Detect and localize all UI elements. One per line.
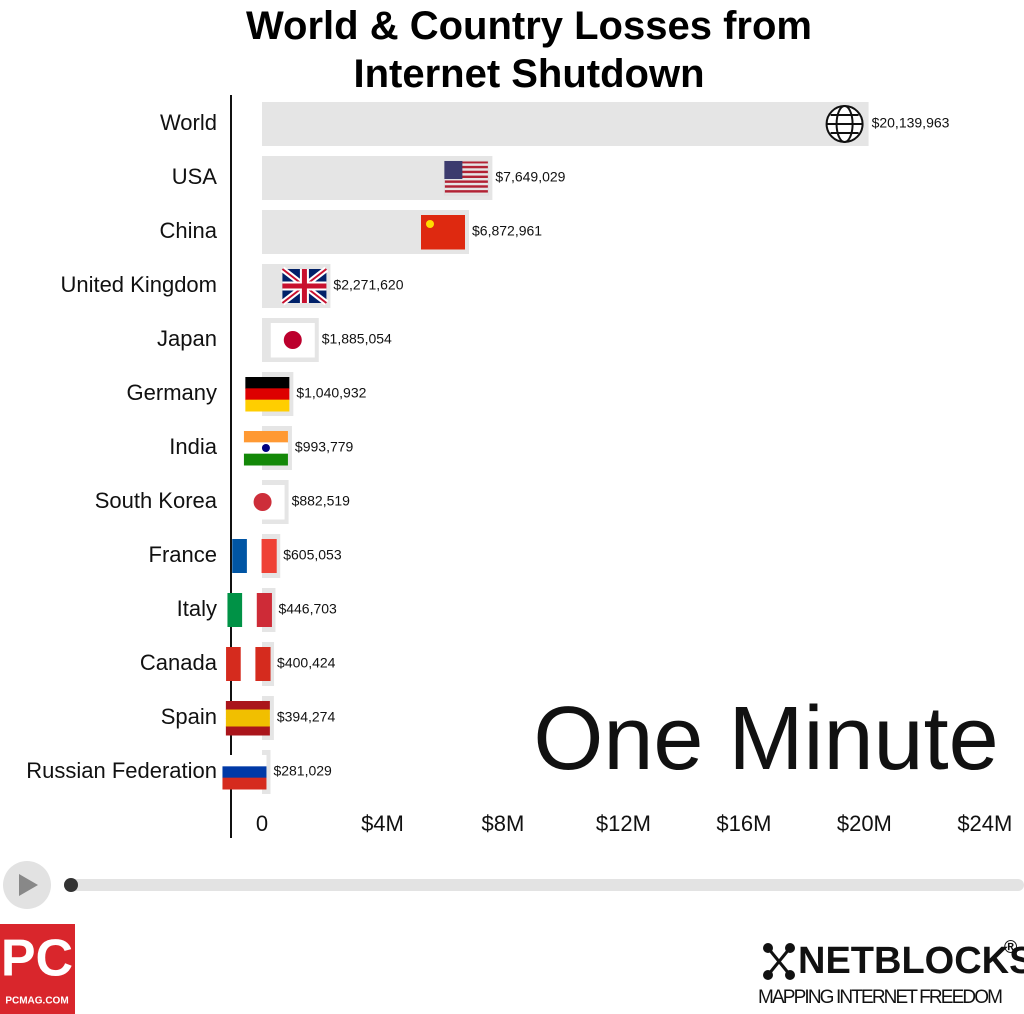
emblem	[283, 331, 302, 349]
flag-icon	[270, 323, 315, 358]
flag-icon	[421, 215, 466, 250]
netblocks-icon	[763, 943, 795, 980]
stripe	[227, 593, 243, 627]
stripe	[225, 726, 270, 736]
stripe	[245, 377, 290, 389]
value-label: $446,703	[278, 601, 337, 617]
y-tick-label: Germany	[127, 380, 217, 405]
value-label: $2,271,620	[333, 277, 403, 293]
stripe	[444, 165, 489, 169]
canton	[444, 161, 463, 179]
chart-title: World & Country Losses from Internet Shu…	[246, 4, 812, 96]
pc-logo	[0, 924, 75, 1014]
emblem	[253, 493, 272, 511]
netblocks-tagline: MAPPING INTERNET FREEDOM	[758, 987, 1003, 1008]
stripe	[243, 431, 288, 443]
x-tick-label: $16M	[716, 811, 771, 836]
value-label: $1,040,932	[296, 385, 366, 401]
flag-icon	[825, 105, 864, 143]
flag-icon	[243, 431, 288, 466]
stripe	[261, 539, 277, 573]
value-label: $20,139,963	[872, 115, 950, 131]
stripe	[226, 647, 242, 681]
flag-icon	[226, 647, 271, 681]
y-tick-label: United Kingdom	[60, 272, 217, 297]
y-tick-label: South Korea	[95, 488, 218, 513]
flag-icon	[227, 593, 272, 627]
value-label: $281,029	[273, 763, 332, 779]
stripe	[232, 539, 248, 573]
flag-icon	[222, 755, 267, 790]
y-tick-label: Russian Federation	[26, 758, 217, 783]
pc-logo-text: PC	[1, 930, 73, 988]
y-tick-label: France	[149, 542, 217, 567]
stripe	[245, 399, 290, 412]
stripe	[246, 539, 263, 573]
value-label: $1,885,054	[322, 331, 392, 347]
flag-icon	[245, 377, 290, 412]
pcmag-text: PCMAG.COM	[5, 996, 68, 1007]
value-label: $394,274	[277, 709, 336, 725]
value-label: $993,779	[295, 439, 354, 455]
stripe	[245, 388, 290, 401]
stripe	[222, 766, 267, 779]
flag-icon	[225, 701, 270, 736]
stripe	[444, 175, 489, 178]
registered-mark: ®	[1004, 937, 1017, 957]
value-label: $400,424	[277, 655, 336, 671]
x-tick-label: $8M	[482, 811, 525, 836]
stripe	[256, 593, 272, 627]
y-tick-label: Japan	[157, 326, 217, 351]
y-tick-label: China	[160, 218, 218, 243]
value-label: $7,649,029	[495, 169, 565, 185]
value-label: $605,053	[283, 547, 342, 563]
stripe	[242, 593, 258, 627]
x-tick-label: $4M	[361, 811, 404, 836]
y-tick-label: Spain	[161, 704, 217, 729]
stripe	[421, 215, 466, 250]
timeline-knob[interactable]	[64, 878, 78, 892]
stripe	[225, 701, 270, 710]
stripe	[240, 647, 256, 681]
stripe	[222, 755, 267, 767]
y-tick-label: USA	[172, 164, 218, 189]
stripe	[222, 777, 267, 790]
x-tick-label: $12M	[596, 811, 651, 836]
y-tick-label: World	[160, 110, 217, 135]
stripe	[225, 718, 270, 727]
x-tick-label: $20M	[837, 811, 892, 836]
stripe	[255, 647, 271, 681]
netblocks-logo: NETBLOCKS	[798, 940, 1024, 982]
y-tick-label: Italy	[177, 596, 217, 621]
annotation: One Minute	[533, 689, 998, 789]
stripe	[444, 180, 489, 183]
flag-icon	[280, 266, 329, 306]
x-tick-label: $24M	[957, 811, 1012, 836]
value-label: $6,872,961	[472, 223, 542, 239]
stripe	[444, 190, 489, 193]
flag-icon	[240, 485, 285, 520]
bar	[262, 102, 869, 146]
flag-icon	[443, 160, 489, 196]
stripe	[444, 161, 489, 164]
emblem	[261, 444, 270, 452]
x-tick-label: 0	[256, 811, 268, 836]
value-label: $882,519	[292, 493, 351, 509]
stripe	[444, 170, 489, 174]
y-tick-label: India	[169, 434, 217, 459]
emblem	[426, 220, 435, 228]
stripe	[243, 453, 288, 466]
stripe	[444, 185, 489, 188]
y-tick-label: Canada	[140, 650, 218, 675]
stripe	[225, 709, 270, 719]
play-icon	[19, 874, 38, 896]
flag-icon	[232, 539, 277, 573]
cross	[282, 269, 327, 303]
